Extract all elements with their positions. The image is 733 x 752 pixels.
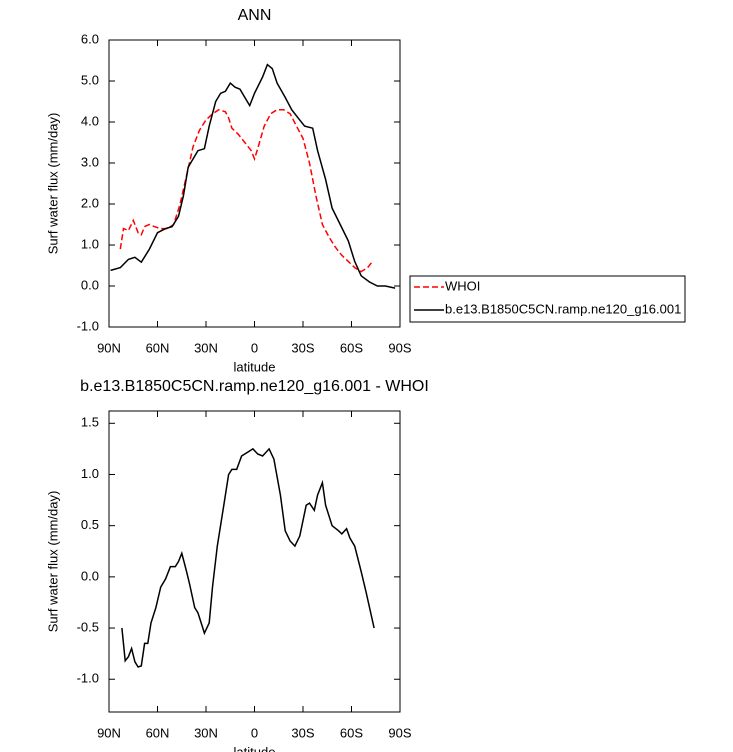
x-tick-label: 30S: [291, 340, 314, 355]
y-tick-label: 5.0: [81, 72, 99, 87]
y-tick-label: 3.0: [81, 154, 99, 169]
x-tick-label: 60N: [146, 725, 170, 740]
y-tick-label: 0.0: [81, 277, 99, 292]
y-tick-label: 2.0: [81, 195, 99, 210]
x-tick-label: 90N: [97, 340, 121, 355]
chart-title: b.e13.B1850C5CN.ramp.ne120_g16.001 - WHO…: [80, 378, 429, 395]
x-tick-label: 30N: [194, 340, 218, 355]
y-tick-label: 1.5: [81, 415, 99, 430]
x-tick-label: 30S: [291, 725, 314, 740]
series-line: [119, 108, 374, 273]
x-tick-label: 60S: [340, 725, 363, 740]
x-axis-label: latitude: [234, 359, 276, 374]
y-tick-label: -1.0: [77, 671, 99, 686]
y-tick-label: 4.0: [81, 113, 99, 128]
x-tick-label: 90N: [97, 725, 121, 740]
legend-label: b.e13.B1850C5CN.ramp.ne120_g16.001: [445, 301, 681, 316]
y-axis-label: Surf water flux (mm/day): [45, 491, 60, 633]
x-axis-label: latitude: [234, 744, 276, 752]
x-tick-label: 90S: [388, 340, 411, 355]
y-tick-label: 0.5: [81, 517, 99, 532]
y-tick-label: 6.0: [81, 31, 99, 46]
y-axis-label: Surf water flux (mm/day): [45, 113, 60, 255]
x-tick-label: 0: [251, 725, 258, 740]
plot-frame: [108, 410, 401, 713]
y-tick-label: 1.0: [81, 236, 99, 251]
y-tick-label: 0.0: [81, 568, 99, 583]
plot-frame: [108, 39, 401, 328]
series-line: [121, 447, 375, 668]
chart-title: ANN: [238, 7, 272, 24]
legend-box: [409, 275, 686, 323]
x-tick-label: 30N: [194, 725, 218, 740]
x-tick-label: 0: [251, 340, 258, 355]
y-tick-label: -1.0: [77, 318, 99, 333]
x-tick-label: 60N: [146, 340, 170, 355]
x-tick-label: 60S: [340, 340, 363, 355]
x-tick-label: 90S: [388, 725, 411, 740]
y-tick-label: -0.5: [77, 619, 99, 634]
legend-label: WHOI: [445, 278, 480, 293]
series-line: [110, 63, 396, 289]
y-tick-label: 1.0: [81, 466, 99, 481]
